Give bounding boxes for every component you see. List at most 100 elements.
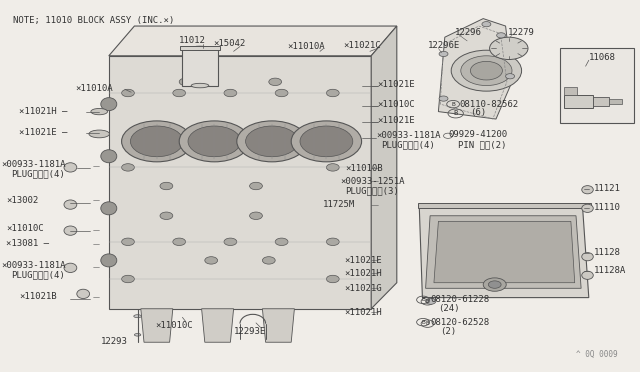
Circle shape	[269, 78, 282, 86]
Polygon shape	[109, 26, 397, 56]
Circle shape	[179, 121, 250, 162]
Text: ×13002: ×13002	[6, 196, 38, 205]
Text: ×00933-1181A: ×00933-1181A	[1, 160, 66, 169]
Circle shape	[173, 238, 186, 246]
Circle shape	[262, 257, 275, 264]
Text: 12293E: 12293E	[234, 327, 266, 336]
Ellipse shape	[582, 253, 593, 261]
Circle shape	[131, 126, 183, 157]
Text: 08120-61228: 08120-61228	[430, 295, 489, 304]
Circle shape	[439, 96, 448, 101]
Circle shape	[122, 164, 134, 171]
Polygon shape	[426, 216, 581, 288]
Bar	[593, 97, 609, 106]
Text: 11121: 11121	[594, 185, 621, 193]
Ellipse shape	[191, 83, 209, 88]
Text: 12296: 12296	[454, 28, 481, 37]
Polygon shape	[438, 19, 512, 119]
Circle shape	[275, 238, 288, 246]
Text: 11068: 11068	[589, 53, 616, 62]
Text: (24): (24)	[438, 304, 460, 313]
Text: ×00933-1181A: ×00933-1181A	[1, 262, 66, 270]
Text: PLUGプラグ(4): PLUGプラグ(4)	[12, 169, 65, 178]
Circle shape	[300, 126, 353, 157]
Circle shape	[439, 51, 448, 57]
Circle shape	[426, 298, 436, 304]
Text: ×11010C: ×11010C	[156, 321, 193, 330]
Circle shape	[291, 121, 362, 162]
Circle shape	[205, 257, 218, 264]
Text: 11725M: 11725M	[323, 200, 355, 209]
Text: B: B	[451, 102, 455, 107]
Text: 12296E: 12296E	[428, 41, 460, 50]
Circle shape	[497, 33, 506, 38]
Bar	[182, 48, 218, 86]
Circle shape	[160, 182, 173, 190]
Text: ×11021E: ×11021E	[378, 80, 415, 89]
Text: ×11021E: ×11021E	[378, 116, 415, 125]
Circle shape	[122, 89, 134, 97]
Bar	[560, 48, 634, 123]
Circle shape	[179, 78, 192, 86]
Circle shape	[122, 121, 192, 162]
Text: PLUGプラグ(4): PLUGプラグ(4)	[381, 140, 435, 149]
Circle shape	[224, 238, 237, 246]
Polygon shape	[419, 205, 589, 298]
Text: ×11021E —: ×11021E —	[19, 128, 68, 137]
Ellipse shape	[101, 150, 117, 163]
Circle shape	[326, 238, 339, 246]
Text: ×13081 —: ×13081 —	[6, 239, 49, 248]
Circle shape	[275, 89, 288, 97]
Text: PLUGプラグ(4): PLUGプラグ(4)	[12, 271, 65, 280]
Bar	[564, 95, 593, 108]
Text: 12293: 12293	[100, 337, 127, 346]
Text: ×11010A: ×11010A	[76, 84, 113, 93]
Circle shape	[326, 275, 339, 283]
Ellipse shape	[64, 163, 77, 172]
Text: 11128A: 11128A	[594, 266, 626, 275]
Circle shape	[470, 61, 502, 80]
Text: NOTE; 11010 BLOCK ASSY (INC.×): NOTE; 11010 BLOCK ASSY (INC.×)	[13, 16, 174, 25]
Polygon shape	[202, 309, 234, 342]
Text: ×11021B: ×11021B	[19, 292, 57, 301]
Polygon shape	[434, 221, 575, 283]
Bar	[609, 99, 622, 104]
Circle shape	[483, 278, 506, 291]
Circle shape	[451, 50, 522, 91]
Ellipse shape	[89, 130, 109, 138]
Text: B: B	[454, 110, 458, 116]
Ellipse shape	[91, 109, 108, 115]
Circle shape	[326, 164, 339, 171]
Text: B: B	[426, 321, 429, 326]
Text: ×00933-1251A: ×00933-1251A	[340, 177, 405, 186]
Text: 11128: 11128	[594, 248, 621, 257]
Circle shape	[482, 22, 491, 27]
Circle shape	[224, 89, 237, 97]
Text: (6): (6)	[470, 108, 486, 117]
Ellipse shape	[101, 202, 117, 215]
Circle shape	[506, 74, 515, 79]
Text: ×15042: ×15042	[213, 39, 245, 48]
Text: ×11021G: ×11021G	[344, 284, 382, 293]
Text: ×11010C: ×11010C	[378, 100, 415, 109]
Circle shape	[326, 89, 339, 97]
Ellipse shape	[101, 98, 117, 111]
Ellipse shape	[134, 315, 141, 318]
Text: (2): (2)	[440, 327, 456, 336]
Circle shape	[122, 238, 134, 246]
Text: ×11021H: ×11021H	[344, 308, 382, 317]
Ellipse shape	[64, 200, 77, 209]
Circle shape	[250, 212, 262, 219]
Text: ×11021C: ×11021C	[344, 41, 381, 50]
Text: 09929-41200: 09929-41200	[448, 130, 507, 139]
Bar	[418, 203, 591, 208]
Bar	[180, 46, 220, 50]
Ellipse shape	[582, 186, 593, 194]
Polygon shape	[141, 309, 173, 342]
Circle shape	[490, 37, 528, 60]
Text: PLUGプラグ(3): PLUGプラグ(3)	[346, 186, 399, 195]
Text: ×11010C: ×11010C	[6, 224, 44, 233]
Ellipse shape	[77, 289, 90, 299]
Polygon shape	[262, 309, 294, 342]
Ellipse shape	[582, 271, 593, 279]
